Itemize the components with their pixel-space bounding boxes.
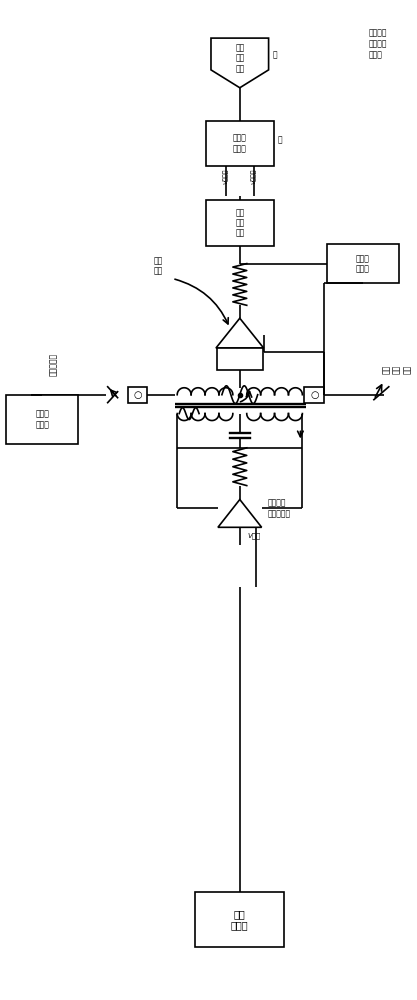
Text: 传感给数
针传听他
处理路: 传感给数 针传听他 处理路: [369, 28, 387, 59]
Text: 路: 路: [278, 135, 282, 144]
Text: 信号
发生器: 信号 发生器: [231, 909, 249, 930]
Bar: [195, 892, 284, 947]
Text: 数数
模模
解器: 数数 模模 解器: [235, 43, 244, 73]
Bar: [304, 387, 324, 403]
Text: 路: 路: [273, 50, 277, 59]
Text: 路多用
解析取: 路多用 解析取: [233, 134, 247, 153]
Text: V信号波: V信号波: [223, 168, 229, 184]
Text: V参考: V参考: [248, 532, 261, 539]
Text: 相位调
整模块: 相位调 整模块: [356, 254, 370, 273]
Bar: [327, 244, 399, 283]
Text: 电桥
电压: 电桥 电压: [154, 256, 163, 275]
Text: 增直调
整模块: 增直调 整模块: [35, 410, 49, 429]
Bar: [128, 387, 148, 403]
Text: V参考波: V参考波: [251, 168, 256, 184]
Bar: [206, 121, 274, 166]
Text: 参考电容器: 参考电容器: [48, 353, 58, 376]
Bar: [206, 200, 274, 246]
Bar: [217, 348, 263, 370]
Text: ○: ○: [133, 390, 142, 400]
Text: 可增
调益
增幅: 可增 调益 增幅: [235, 208, 244, 238]
Text: 功率送波
大器驱动器: 功率送波 大器驱动器: [268, 499, 291, 518]
Text: 传感
电容
器路: 传感 电容 器路: [382, 365, 412, 374]
Text: ○: ○: [310, 390, 319, 400]
Bar: [6, 395, 78, 444]
